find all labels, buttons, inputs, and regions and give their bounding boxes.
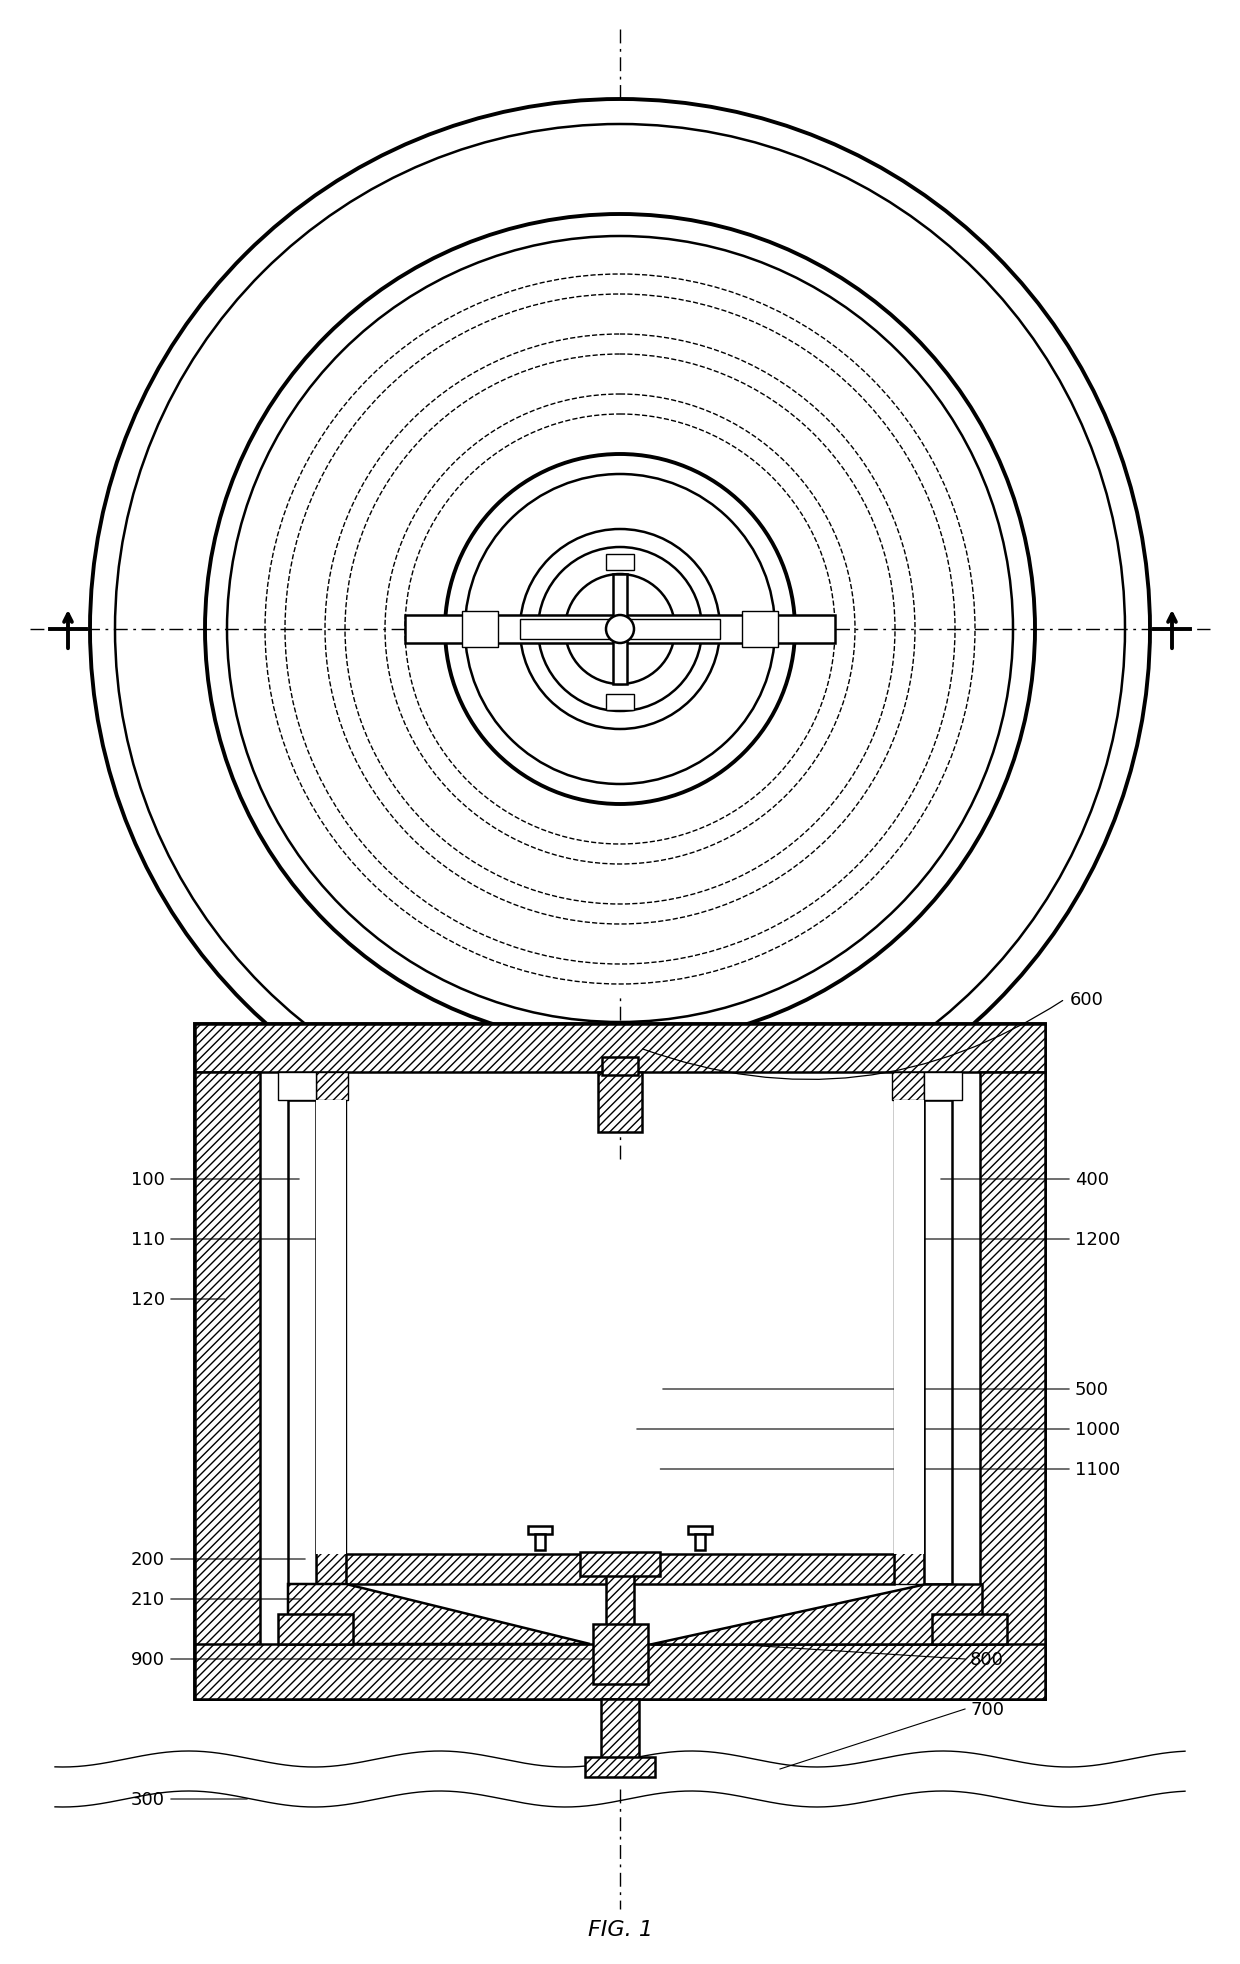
Bar [195, 1644, 1045, 1699]
Bar [195, 1025, 1045, 1699]
Text: 1200: 1200 [1075, 1229, 1121, 1249]
Text: 300: 300 [131, 1789, 165, 1809]
Bar [924, 1100, 952, 1585]
Text: 210: 210 [131, 1591, 165, 1609]
Text: 600: 600 [1070, 990, 1104, 1008]
Bar [580, 1552, 660, 1577]
Bar [195, 1072, 260, 1699]
Bar [593, 1624, 647, 1685]
Bar [613, 575, 627, 685]
Bar [606, 554, 634, 572]
Text: 1000: 1000 [1075, 1420, 1120, 1438]
Bar [405, 615, 835, 644]
Bar [924, 1072, 962, 1100]
Bar [316, 1100, 346, 1554]
Bar [894, 1100, 924, 1585]
Text: 100: 100 [131, 1171, 165, 1188]
Text: 110: 110 [131, 1229, 165, 1249]
Bar [606, 1554, 634, 1644]
Text: 800: 800 [970, 1650, 1004, 1667]
Bar [894, 1100, 924, 1554]
Text: 1100: 1100 [1075, 1461, 1120, 1479]
Bar [528, 1526, 552, 1534]
Text: 400: 400 [1075, 1171, 1109, 1188]
Circle shape [606, 615, 634, 644]
Bar [520, 621, 720, 640]
Bar [980, 1072, 1045, 1699]
Bar [606, 695, 634, 711]
Text: 200: 200 [131, 1550, 165, 1567]
Bar [316, 1072, 348, 1100]
Bar [195, 1025, 1045, 1072]
Bar [534, 1534, 546, 1550]
Polygon shape [650, 1585, 982, 1644]
Bar [288, 1100, 316, 1585]
Bar [598, 1072, 642, 1133]
Text: 500: 500 [1075, 1381, 1109, 1398]
Bar [932, 1614, 1007, 1644]
Bar [601, 1699, 639, 1770]
Bar [892, 1072, 924, 1100]
Bar [278, 1614, 353, 1644]
Bar [463, 611, 498, 648]
Polygon shape [288, 1585, 590, 1644]
Text: 900: 900 [131, 1650, 165, 1667]
Bar [278, 1072, 316, 1100]
Bar [346, 1554, 894, 1585]
Bar [694, 1534, 706, 1550]
Bar [601, 1057, 639, 1076]
Bar [688, 1526, 712, 1534]
Text: FIG. 1: FIG. 1 [588, 1919, 652, 1938]
Text: 120: 120 [131, 1290, 165, 1308]
Bar [742, 611, 777, 648]
Bar [585, 1758, 655, 1777]
Bar [316, 1100, 346, 1585]
Text: 700: 700 [970, 1701, 1004, 1718]
